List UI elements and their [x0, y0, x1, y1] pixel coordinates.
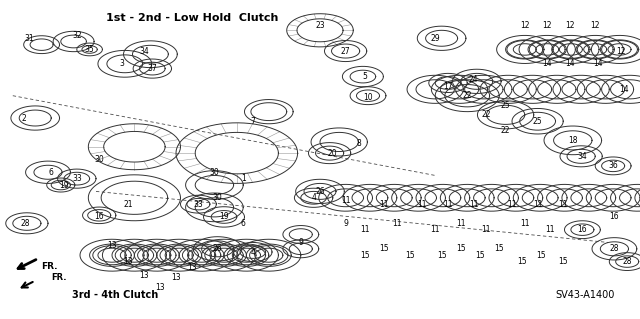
Text: 1st - 2nd - Low Hold  Clutch: 1st - 2nd - Low Hold Clutch [106, 13, 278, 23]
Text: 12: 12 [591, 21, 600, 30]
Text: 9: 9 [343, 219, 348, 228]
Text: 4: 4 [311, 193, 316, 202]
Text: 13: 13 [107, 241, 117, 250]
Text: 11: 11 [520, 219, 529, 228]
Text: 13: 13 [171, 273, 181, 282]
Text: 5: 5 [362, 72, 367, 81]
Text: 12: 12 [520, 21, 529, 30]
Text: 17: 17 [443, 82, 453, 91]
Text: SV43-A1400: SV43-A1400 [555, 290, 614, 300]
Text: 11: 11 [360, 225, 369, 234]
Text: 15: 15 [436, 251, 447, 260]
Text: 33: 33 [193, 200, 204, 209]
Text: 11: 11 [341, 197, 350, 205]
Text: 27: 27 [340, 47, 351, 56]
Text: 6: 6 [49, 168, 54, 177]
Text: 14: 14 [564, 59, 575, 68]
Text: 14: 14 [542, 59, 552, 68]
Text: 33: 33 [72, 174, 82, 183]
Text: 13: 13 [139, 271, 149, 280]
Text: 14: 14 [593, 59, 604, 68]
Text: 19: 19 [219, 212, 229, 221]
Text: 11: 11 [456, 219, 465, 228]
Text: 30: 30 [212, 193, 223, 202]
Text: 10: 10 [363, 93, 373, 102]
Text: 26: 26 [315, 187, 325, 196]
Text: 11: 11 [533, 200, 542, 209]
Text: 15: 15 [456, 244, 466, 253]
Text: 20: 20 [328, 149, 338, 158]
Text: 11: 11 [431, 225, 440, 234]
Text: 12: 12 [565, 21, 574, 30]
Text: 31: 31 [24, 34, 34, 43]
Text: 16: 16 [609, 212, 620, 221]
Text: 1: 1 [241, 174, 246, 183]
Text: 24: 24 [468, 75, 479, 84]
Text: 28: 28 [610, 244, 619, 253]
Text: 23: 23 [315, 21, 325, 30]
Text: 35: 35 [84, 45, 95, 54]
Text: 11: 11 [380, 200, 388, 209]
Text: 34: 34 [139, 47, 149, 56]
Text: 3rd - 4th Clutch: 3rd - 4th Clutch [72, 290, 158, 300]
Text: 11: 11 [469, 200, 478, 209]
Text: 15: 15 [475, 251, 485, 260]
Text: 21: 21 [124, 200, 132, 209]
Text: 16: 16 [94, 212, 104, 221]
Text: 15: 15 [558, 257, 568, 266]
Text: 22: 22 [463, 91, 472, 100]
Text: 11: 11 [546, 225, 555, 234]
Text: 22: 22 [501, 126, 510, 135]
Text: 19: 19 [59, 181, 69, 189]
Text: 11: 11 [392, 219, 401, 228]
Text: FR.: FR. [42, 262, 58, 271]
Text: 4: 4 [250, 248, 255, 256]
Text: 15: 15 [536, 251, 546, 260]
Text: 8: 8 [356, 139, 361, 148]
Text: 32: 32 [72, 31, 82, 40]
Text: 15: 15 [404, 251, 415, 260]
Text: 16: 16 [577, 225, 588, 234]
Text: 12: 12 [543, 21, 552, 30]
Text: 13: 13 [155, 283, 165, 292]
Text: 13: 13 [123, 257, 133, 266]
Text: 2: 2 [22, 114, 27, 122]
Text: 9: 9 [298, 238, 303, 247]
Text: 15: 15 [516, 257, 527, 266]
Text: 25: 25 [500, 101, 511, 110]
Text: 34: 34 [577, 152, 588, 161]
Text: 37: 37 [147, 64, 157, 73]
Text: 15: 15 [494, 244, 504, 253]
Text: 12: 12 [616, 47, 625, 56]
Text: 25: 25 [532, 117, 543, 126]
Text: 15: 15 [379, 244, 389, 253]
Text: FR.: FR. [51, 273, 67, 282]
Text: 11: 11 [482, 225, 491, 234]
Text: 13: 13 [187, 263, 197, 272]
Text: 11: 11 [444, 200, 452, 209]
Text: 30: 30 [94, 155, 104, 164]
Text: 18: 18 [568, 136, 577, 145]
Text: 11: 11 [508, 200, 516, 209]
Text: 14: 14 [619, 85, 629, 94]
Text: 15: 15 [360, 251, 370, 260]
Text: 22: 22 [482, 110, 491, 119]
Text: 11: 11 [418, 200, 427, 209]
Text: 29: 29 [430, 34, 440, 43]
Text: 11: 11 [559, 200, 568, 209]
Text: 30: 30 [209, 168, 220, 177]
Text: 7: 7 [250, 117, 255, 126]
Text: 6: 6 [241, 219, 246, 228]
Text: 3: 3 [119, 59, 124, 68]
Text: 28: 28 [623, 257, 632, 266]
Text: 28: 28 [21, 219, 30, 228]
Text: 26: 26 [212, 244, 223, 253]
Text: 36: 36 [608, 161, 618, 170]
